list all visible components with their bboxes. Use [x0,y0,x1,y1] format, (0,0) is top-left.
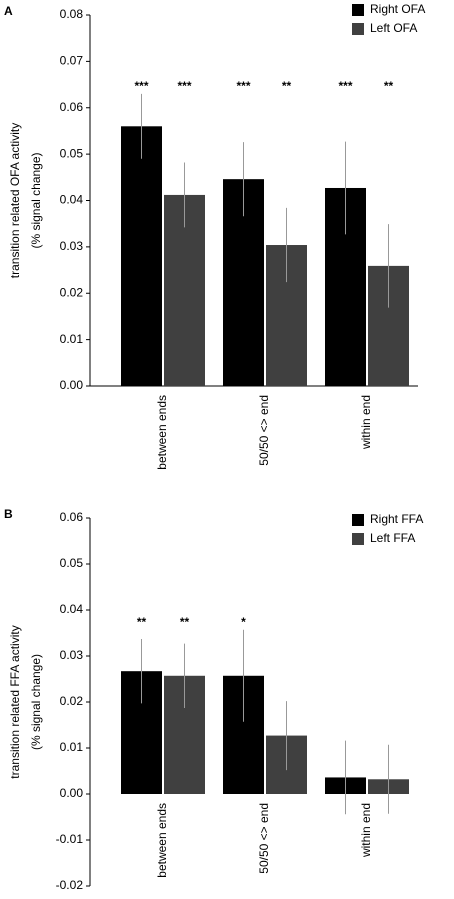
bar [121,126,162,387]
legend-swatch [352,514,364,526]
legend-swatch [352,4,364,16]
y-tick-label: 0.03 [60,239,84,253]
significance-label: ** [180,615,190,629]
y-tick-label: 0.03 [60,648,84,662]
x-tick-label: 50/50 <> end [257,803,271,874]
significance-label: *** [177,79,191,93]
y-tick-label: -0.01 [56,832,84,846]
significance-label: ** [282,79,292,93]
significance-label: ** [384,79,394,93]
y-tick-label: -0.02 [56,878,84,892]
y-tick-label: 0.08 [60,7,84,21]
y-tick-label: 0.06 [60,100,84,114]
y-tick-label: 0.04 [60,193,84,207]
significance-label: * [241,615,246,629]
x-tick-label: between ends [155,803,169,878]
y-axis-label: (% signal change) [29,654,43,750]
y-tick-label: 0.05 [60,556,84,570]
y-tick-label: 0.05 [60,146,84,160]
legend-swatch [352,533,364,545]
panel-label: B [4,507,13,521]
y-tick-label: 0.06 [60,510,84,524]
significance-label: *** [338,79,352,93]
y-tick-label: 0.07 [60,54,84,68]
y-tick-label: 0.02 [60,694,84,708]
y-tick-label: 0.00 [60,786,84,800]
legend-swatch [352,23,364,35]
legend-label: Left OFA [370,21,417,35]
x-tick-label: within end [359,803,373,858]
x-tick-label: within end [359,395,373,450]
significance-label: *** [134,79,148,93]
legend-label: Right FFA [370,512,423,526]
significance-label: *** [236,79,250,93]
x-tick-label: between ends [155,395,169,470]
y-tick-label: 0.02 [60,285,84,299]
y-tick-label: 0.01 [60,740,84,754]
panel-label: A [4,4,13,18]
y-axis-label: transition related OFA activity [8,123,22,278]
x-tick-label: 50/50 <> end [257,395,271,466]
y-axis-label: (% signal change) [29,152,43,248]
legend-label: Left FFA [370,531,415,545]
y-tick-label: 0.01 [60,332,84,346]
legend-label: Right OFA [370,2,425,16]
y-axis-label: transition related FFA activity [8,625,22,778]
y-tick-label: 0.00 [60,378,84,392]
significance-label: ** [137,615,147,629]
y-tick-label: 0.04 [60,602,84,616]
